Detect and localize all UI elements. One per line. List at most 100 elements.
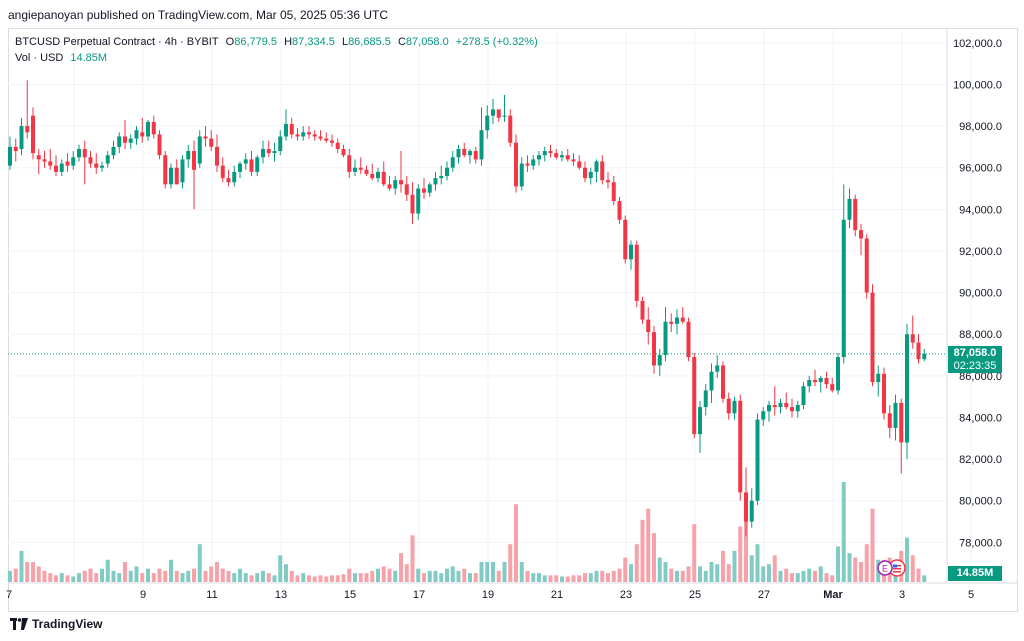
candle-body: [606, 180, 610, 183]
high-label: H: [284, 36, 293, 48]
volume-bar: [439, 573, 444, 582]
volume-bar: [88, 568, 93, 582]
candle-body: [726, 398, 731, 414]
volume-bar: [721, 550, 725, 582]
candle-body: [870, 292, 875, 383]
candle: [295, 128, 300, 141]
candle: [640, 296, 645, 324]
candle-body: [652, 332, 656, 366]
candle: [732, 396, 737, 420]
volume-bar: [341, 574, 346, 582]
candle-body: [709, 371, 714, 391]
volume-bar: [640, 519, 645, 582]
volume-bar: [629, 564, 633, 582]
candle-body: [853, 198, 858, 231]
candle-body: [100, 165, 104, 168]
volume-label[interactable]: Vol · USD: [15, 52, 64, 64]
candle-body: [295, 134, 300, 137]
candle: [462, 142, 467, 158]
volume-bar: [807, 568, 812, 582]
candle: [358, 157, 363, 174]
legend-volume-row: Vol · USD 14.85M: [15, 50, 538, 66]
candle: [324, 132, 329, 143]
candle: [416, 184, 421, 220]
candle: [531, 155, 536, 170]
volume-bar: [347, 568, 352, 582]
volume-bar: [686, 566, 691, 582]
candle: [853, 194, 858, 237]
volume-bar: [496, 570, 501, 582]
volume-bar: [767, 564, 771, 582]
candle: [813, 369, 817, 387]
chart-frame: [8, 28, 1018, 612]
volume-bar: [824, 573, 829, 582]
candle: [19, 117, 24, 156]
candle-body: [220, 165, 225, 179]
volume-bar: [393, 570, 398, 582]
candle: [8, 136, 12, 170]
volume-bar: [399, 553, 403, 582]
candle: [473, 146, 478, 164]
candle-body: [594, 161, 599, 172]
candle-body: [387, 184, 392, 189]
candle-body: [761, 411, 766, 420]
tradingview-footer[interactable]: TradingView: [10, 617, 102, 631]
candle-body: [721, 365, 725, 399]
candle: [703, 384, 708, 416]
volume-value: 14.85M: [70, 52, 108, 64]
volume-bar: [42, 570, 47, 582]
volume-bar: [652, 533, 656, 582]
candle: [554, 148, 559, 160]
time-axis-label: Mar: [823, 589, 843, 601]
candle-body: [514, 142, 518, 187]
candle-body: [404, 184, 409, 195]
candle: [48, 148, 53, 170]
candle-body: [364, 169, 369, 174]
candle: [272, 142, 277, 162]
volume-bar: [226, 570, 231, 582]
volume-bar: [36, 566, 41, 582]
candle: [42, 151, 47, 168]
candle: [370, 163, 375, 181]
price-axis-label: 94,000.0: [959, 204, 1002, 216]
candle: [186, 144, 191, 168]
volume-bar: [560, 576, 564, 582]
volume-bar: [186, 570, 191, 582]
candle: [169, 163, 173, 189]
candle: [882, 367, 886, 420]
volume-bar: [634, 544, 639, 582]
candle: [261, 140, 265, 164]
volume-bar: [215, 562, 219, 582]
candle: [916, 334, 921, 364]
volume-bar: [8, 570, 12, 582]
candle-body: [450, 157, 455, 168]
candle: [123, 119, 127, 149]
candle: [381, 161, 386, 187]
volume-bar: [542, 575, 547, 582]
candle-body: [629, 244, 633, 260]
candle-body: [485, 115, 490, 131]
candle: [479, 107, 484, 166]
candle: [887, 404, 892, 439]
candle: [433, 171, 438, 191]
candle-body: [887, 413, 892, 428]
volume-bar: [427, 570, 432, 582]
volume-bar: [117, 573, 122, 582]
candle: [94, 153, 99, 174]
candle-body: [312, 134, 317, 137]
candle: [715, 355, 720, 378]
candle: [807, 375, 812, 393]
candle-body: [243, 159, 248, 164]
volume-bar: [65, 575, 70, 582]
candle: [318, 130, 323, 141]
volume-bar: [31, 562, 35, 582]
candle-body: [864, 238, 869, 293]
volume-bar: [761, 566, 766, 582]
candle: [174, 159, 179, 185]
symbol-label[interactable]: BTCUSD Perpetual Contract · 4h · BYBIT: [15, 36, 219, 48]
candle: [594, 159, 599, 183]
publisher-line: angiepanoyan published on TradingView.co…: [8, 8, 389, 22]
candle: [910, 315, 915, 349]
candle: [341, 144, 346, 158]
